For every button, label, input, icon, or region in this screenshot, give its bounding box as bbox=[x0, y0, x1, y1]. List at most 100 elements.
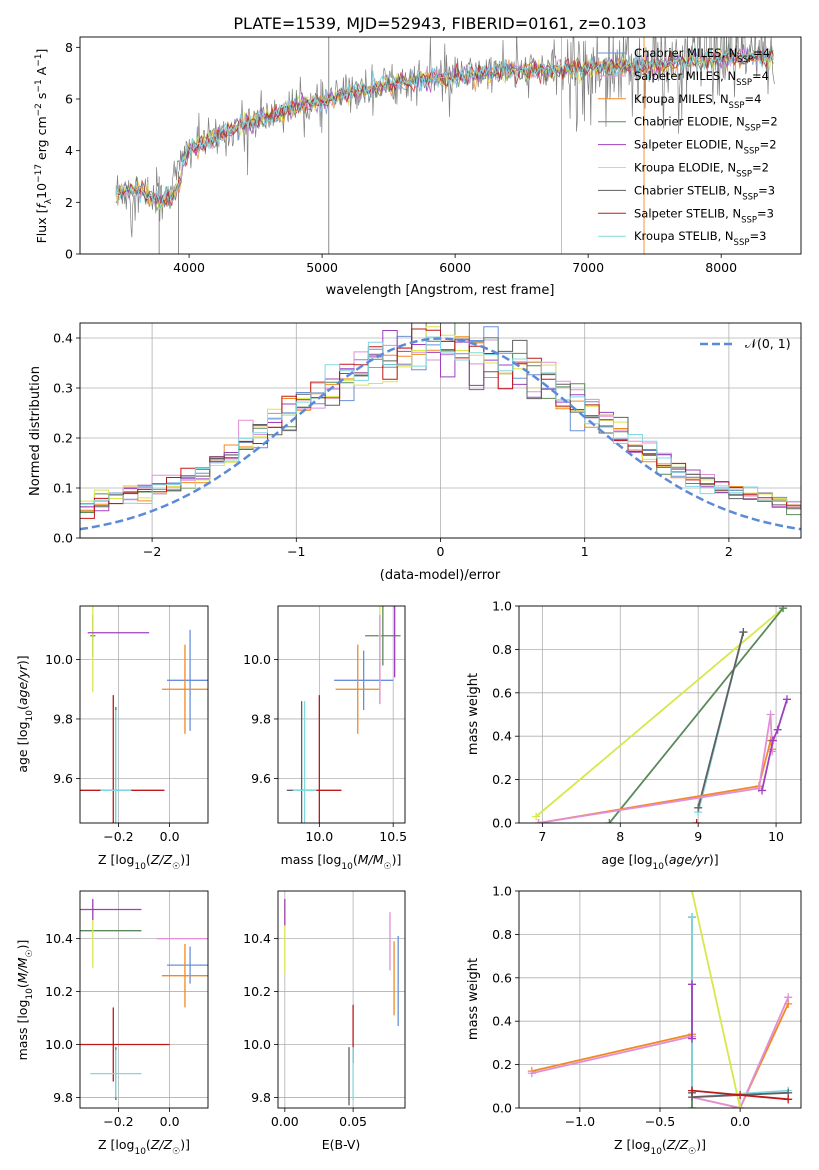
y-tick-label: 10.0 bbox=[45, 1037, 73, 1052]
mass-weight-marker bbox=[784, 1095, 793, 1104]
label-part: )] bbox=[180, 852, 190, 867]
weight-ylabel-2: mass weight bbox=[466, 958, 481, 1040]
legend-sub: SSP bbox=[729, 101, 745, 111]
legend-label: Salpeter STELIB, N bbox=[634, 206, 741, 220]
legend-tail: =4 bbox=[744, 92, 761, 106]
label-part: ☉ bbox=[25, 949, 35, 957]
mass-ylabel: mass [log10(M/M☉)] bbox=[15, 940, 35, 1061]
mass-weight-series bbox=[608, 607, 784, 823]
mass-weight-series bbox=[761, 699, 788, 791]
y-tick-label: 10.4 bbox=[243, 931, 271, 946]
mass-weight-marker bbox=[773, 725, 782, 734]
legend-label: Chabrier ELODIE, N bbox=[634, 115, 745, 129]
error-bar-point bbox=[100, 710, 132, 823]
label-part: Z/Z bbox=[150, 852, 173, 867]
error-bar-point bbox=[161, 943, 208, 1008]
legend-entry: Kroupa MILES, NSSP=4 bbox=[634, 92, 761, 111]
legend-sub: SSP bbox=[737, 55, 753, 65]
legend-sub: SSP bbox=[736, 78, 752, 88]
legend-label: Salpeter ELODIE, N bbox=[634, 138, 744, 152]
label-part: 10 bbox=[34, 183, 49, 199]
legend-entry: Salpeter ELODIE, NSSP=2 bbox=[634, 138, 777, 157]
label-part: ( bbox=[353, 852, 358, 867]
mass-weight-marker bbox=[758, 786, 767, 795]
legend-sub: SSP bbox=[742, 192, 758, 202]
label-part: )] bbox=[709, 852, 719, 867]
label-part: −1 bbox=[34, 53, 44, 66]
mass-weight-marker bbox=[688, 1034, 697, 1043]
label-part: ] bbox=[34, 49, 49, 54]
mass-weight-marker bbox=[688, 891, 697, 895]
label-part: ☉ bbox=[688, 1147, 696, 1157]
mass-vs-z-axes: −0.2 0.09.810.010.210.4Z [log10(Z/Z☉)]mas… bbox=[15, 890, 209, 1157]
mass-z-xlabel: Z [log10(Z/Z☉)] bbox=[98, 1137, 190, 1157]
weight-vs-z-axes: −1.0 −0.5 0.0 0.0 0.2 0.4 0.6 0.8 1.0 Z [log10(Z/… bbox=[466, 884, 802, 1157]
x-tick-label: 8000 bbox=[705, 260, 737, 275]
label-part: 10 bbox=[650, 1147, 662, 1157]
legend-entry: Chabrier MILES, NSSP=4 bbox=[634, 46, 770, 65]
x-tick-label: −0.5 bbox=[645, 1114, 675, 1129]
y-tick-label: 10.0 bbox=[45, 652, 73, 667]
axes-frame bbox=[518, 605, 802, 824]
y-tick-label: 0 bbox=[65, 247, 73, 262]
label-part: )] bbox=[180, 1137, 190, 1152]
x-tick-label: 7 bbox=[538, 829, 546, 844]
label-part: ( bbox=[15, 983, 30, 988]
legend-label: Salpeter MILES, N bbox=[634, 69, 736, 83]
x-tick-label: −2 bbox=[143, 544, 161, 559]
error-bar-point bbox=[334, 650, 394, 711]
axes-frame bbox=[79, 890, 209, 1109]
y-tick-label: 0.6 bbox=[492, 970, 512, 985]
axes-frame bbox=[518, 890, 802, 1109]
age-z-xlabel: Z [log10(Z/Z☉)] bbox=[98, 852, 190, 872]
label-part: Z/Z bbox=[150, 1137, 173, 1152]
weight-ylabel: mass weight bbox=[466, 673, 481, 755]
y-tick-label: 10.2 bbox=[243, 984, 271, 999]
spectrum-model-line bbox=[115, 45, 774, 209]
plot-area bbox=[532, 606, 791, 823]
y-tick-label: 0.2 bbox=[492, 772, 512, 787]
y-tick-label: 0.8 bbox=[492, 642, 512, 657]
legend-label: Kroupa MILES, N bbox=[634, 92, 729, 106]
mass-weight-marker bbox=[692, 819, 701, 823]
legend-label: Kroupa ELODIE, N bbox=[634, 161, 736, 175]
axes-frame bbox=[277, 605, 406, 824]
label-part: )] bbox=[15, 940, 30, 950]
y-tick-label: 10.0 bbox=[243, 652, 271, 667]
error-bar-point bbox=[80, 1007, 170, 1082]
label-part: −1 bbox=[34, 79, 44, 92]
x-tick-label: −0.2 bbox=[103, 1114, 133, 1129]
y-tick-label: 0.4 bbox=[492, 729, 512, 744]
mass-weight-marker bbox=[768, 736, 777, 745]
error-bar-point bbox=[80, 898, 142, 921]
mass-weight-marker bbox=[779, 606, 788, 613]
legend-tail: =4 bbox=[753, 46, 770, 60]
x-tick-label: 0.0 bbox=[160, 829, 180, 844]
x-tick-label: 0.0 bbox=[730, 1114, 750, 1129]
histogram-axes: −2 −1 0 1 2 0.0 0.1 0.2 0.3 0.4 𝒩(0, 1) (data-model… bbox=[28, 322, 802, 583]
legend-sub: SSP bbox=[741, 215, 757, 225]
normal-reference-curve bbox=[80, 337, 801, 531]
x-tick-label: 9 bbox=[694, 829, 702, 844]
y-tick-label: 0.2 bbox=[492, 1057, 512, 1072]
mass-weight-marker bbox=[534, 819, 543, 823]
legend-tail: =3 bbox=[749, 229, 766, 243]
label-part: )] bbox=[392, 852, 402, 867]
label-part: ( bbox=[664, 852, 669, 867]
x-tick-label: 0.05 bbox=[339, 1114, 367, 1129]
figure-title: PLATE=1539, MJD=52943, FIBERID=0161, z=0… bbox=[233, 14, 646, 33]
x-tick-label: −0.2 bbox=[103, 829, 133, 844]
legend-tail: =4 bbox=[752, 69, 769, 83]
plot-area bbox=[286, 606, 401, 823]
x-tick-label: 0.00 bbox=[271, 1114, 299, 1129]
label-part: 10 bbox=[25, 988, 35, 1000]
y-tick-label: 10.4 bbox=[45, 931, 73, 946]
legend-tail: =2 bbox=[760, 138, 777, 152]
mass-weight-marker bbox=[605, 819, 614, 823]
x-tick-label: −1.0 bbox=[565, 1114, 595, 1129]
label-part: Z [log bbox=[98, 1137, 134, 1152]
error-bar-point bbox=[167, 946, 208, 984]
label-part: 10 bbox=[341, 862, 353, 872]
mass-weight-series bbox=[538, 740, 774, 823]
